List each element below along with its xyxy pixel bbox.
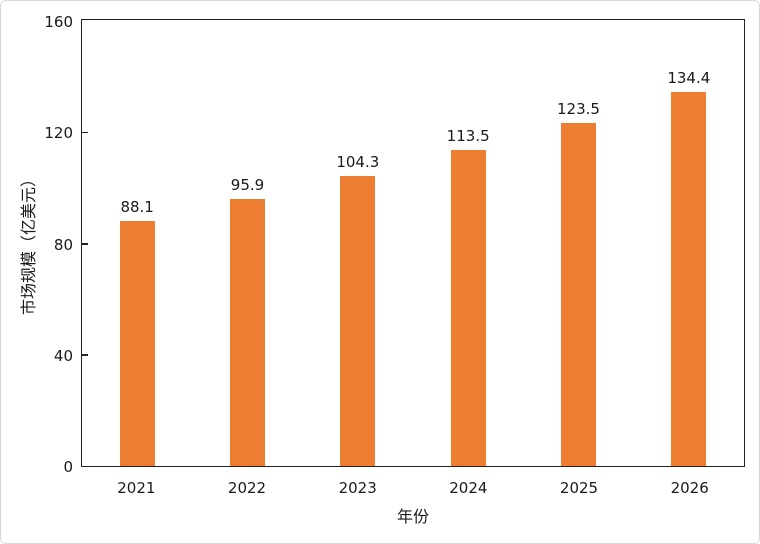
x-axis-tick-labels: 2021 2022 2023 2024 2025 2026 <box>81 478 745 498</box>
bar-value-label: 104.3 <box>336 152 380 171</box>
x-tick-label: 2026 <box>670 479 709 497</box>
bar-value-label: 95.9 <box>230 176 265 195</box>
bar-group-2025: 123.5 <box>523 20 633 466</box>
x-tick-label: 2025 <box>559 479 599 497</box>
x-tick-label: 2023 <box>338 479 377 497</box>
bar-group-2021: 88.1 <box>82 20 192 466</box>
y-tick-mark <box>82 354 88 356</box>
bar-value-label: 113.5 <box>446 127 490 146</box>
y-tick-label: 40 <box>53 346 73 365</box>
bar <box>560 122 596 466</box>
x-tick-label: 2024 <box>449 479 488 497</box>
y-tick-label: 120 <box>44 124 73 143</box>
bar-group-2022: 95.9 <box>192 20 302 466</box>
plot-area: 88.1 95.9 104.3 113.5 123.5 134.4 <box>81 19 745 467</box>
x-tick-label: 2021 <box>117 479 156 497</box>
bar-group-2023: 104.3 <box>303 20 413 466</box>
x-axis-title: 年份 <box>396 507 430 526</box>
bar <box>229 199 265 466</box>
bar-value-label: 134.4 <box>667 69 711 88</box>
bar-group-2024: 113.5 <box>413 20 523 466</box>
bar <box>119 220 155 466</box>
bar <box>671 92 707 466</box>
bar-value-label: 88.1 <box>120 197 154 216</box>
y-tick-label: 0 <box>63 458 73 476</box>
y-tick-label: 80 <box>53 235 73 254</box>
y-tick-label: 160 <box>44 13 73 31</box>
bar-value-label: 123.5 <box>557 99 600 118</box>
y-tick-mark <box>82 243 88 245</box>
x-tick-label: 2022 <box>227 479 267 497</box>
bar <box>340 175 376 466</box>
bar-group-2026: 134.4 <box>634 20 744 466</box>
y-axis-tick-labels: 0 40 80 120 160 <box>1 13 73 476</box>
y-tick-mark <box>82 131 88 134</box>
bar <box>450 150 486 466</box>
